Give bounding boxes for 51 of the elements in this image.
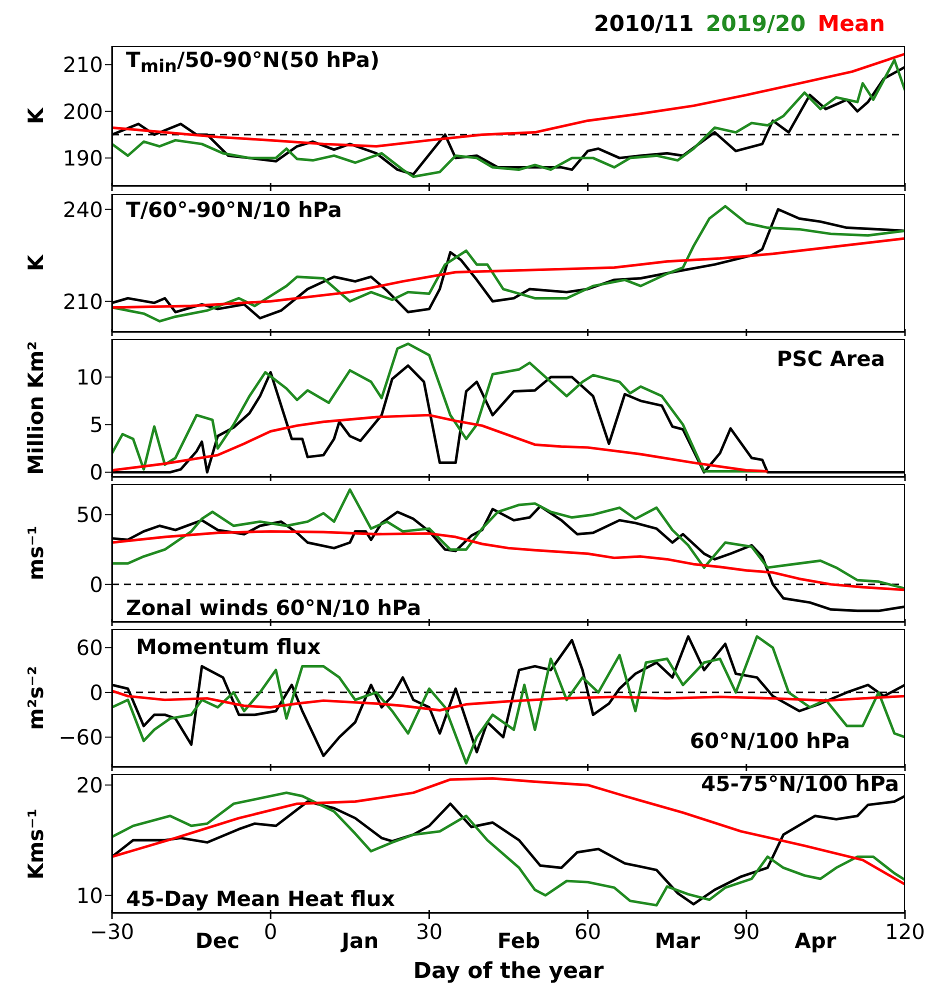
y-tick-label: 10 <box>76 366 103 390</box>
line-series <box>112 237 905 309</box>
y-tick-label: 0 <box>90 680 103 705</box>
line-series <box>112 777 905 886</box>
y-tick-label: 60 <box>76 636 103 660</box>
x-axis-title: Day of the year <box>412 959 605 985</box>
line-series <box>112 690 905 712</box>
y-tick-label: 5 <box>90 413 103 438</box>
y-tick-label: −60 <box>58 726 103 750</box>
text: Dec <box>195 929 240 953</box>
y-axis-title: m²s⁻² <box>24 666 48 730</box>
text: Apr <box>794 929 836 953</box>
annotation: 60°N/100 hPa <box>690 729 850 753</box>
y-tick-label: 240 <box>62 198 103 222</box>
y-tick-label: 20 <box>76 773 103 798</box>
x-tick-label: 90 <box>733 920 760 944</box>
line-series <box>112 414 769 473</box>
y-tick-label: 190 <box>62 146 103 170</box>
x-tick-label: 0 <box>264 920 278 944</box>
annotation: Momentum flux <box>136 635 321 659</box>
line-series <box>112 52 905 148</box>
y-tick-label: 210 <box>62 290 103 314</box>
y-tick-label: 0 <box>90 572 103 597</box>
y-tick-label: 210 <box>62 53 103 78</box>
text: 2010/11 <box>594 12 694 37</box>
text: Feb <box>497 929 540 953</box>
y-axis-title: ms⁻¹ <box>24 526 48 580</box>
series-label: Mean <box>818 12 885 37</box>
annotation: T/60°-90°N/10 hPa <box>126 198 342 222</box>
annotation: 45-75°N/100 hPa <box>700 772 899 796</box>
y-tick-label: 0 <box>90 460 103 485</box>
annotation: Zonal winds 60°N/10 hPa <box>126 596 422 620</box>
y-axis-title: Million Km² <box>24 341 48 475</box>
text: Jan <box>342 929 379 953</box>
line-series <box>112 488 905 590</box>
y-axis-title: K <box>24 254 48 272</box>
y-tick-label: 10 <box>76 884 103 908</box>
annotation: T$_{min}$/50-90°N(50 hPa) <box>126 48 380 78</box>
x-tick-label: 120 <box>884 920 926 944</box>
annotation: 45-Day Mean Heat flux <box>126 887 395 911</box>
y-tick-label: 200 <box>62 100 103 124</box>
text: 2019/20 <box>706 12 806 37</box>
y-axis-title: Kms⁻¹ <box>24 808 48 879</box>
y-tick-label: 50 <box>76 503 103 528</box>
x-tick-label: 30 <box>416 920 443 944</box>
text: Mar <box>654 929 700 953</box>
y-axis-title: K <box>24 108 48 124</box>
annotation: PSC Area <box>776 347 885 371</box>
line-series <box>112 530 905 592</box>
x-tick-label: −30 <box>90 920 134 944</box>
x-tick-label: 60 <box>574 920 602 944</box>
